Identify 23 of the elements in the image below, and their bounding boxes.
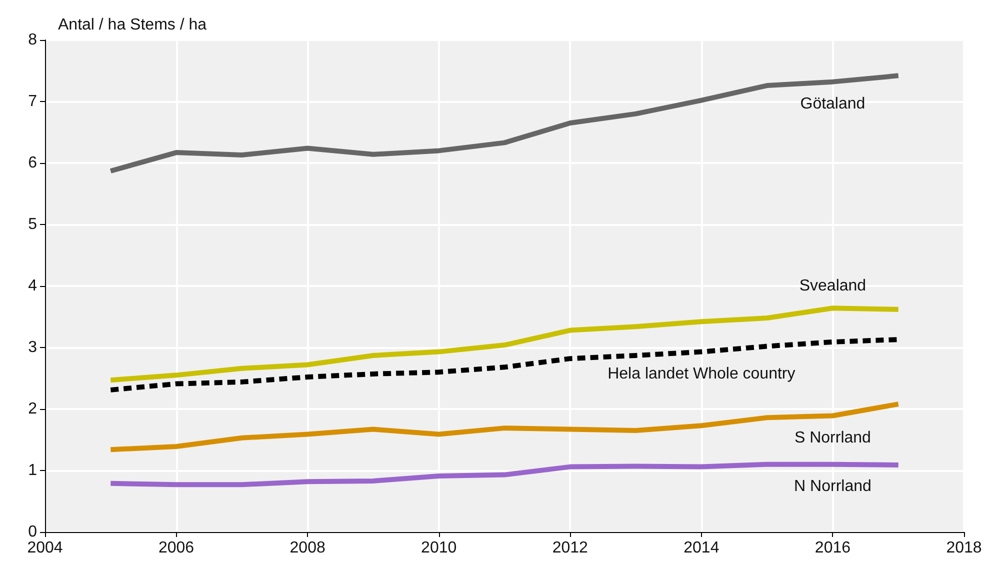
y-tick-label: 1 [28,462,38,479]
y-tick-label: 3 [28,339,38,356]
y-tick-label: 4 [28,278,38,294]
y-tick-label: 2 [28,400,38,418]
y-tick-label: 5 [28,216,38,233]
x-tick-label: 2010 [421,540,457,556]
x-tick-label: 2006 [158,540,194,556]
x-tick-label: 2004 [27,540,63,556]
series-label: S Norrland [794,429,871,446]
x-tick-label: 2008 [290,540,326,556]
x-tick-label: 2016 [814,540,851,556]
y-tick-label: 7 [28,93,38,110]
y-tick-label: 8 [28,32,38,48]
series-label: Götaland [800,95,866,112]
series-label: Svealand [799,278,866,295]
x-tick-label: 2012 [552,540,588,556]
x-tick-label: 2018 [946,540,982,556]
x-tick-label: 2014 [684,540,720,556]
y-axis-title: Antal / ha Stems / ha [58,16,207,34]
series-label: Hela landet Whole country [608,365,796,382]
series-label: N Norrland [794,478,872,495]
y-tick-label: 6 [28,154,38,172]
y-tick-label: 0 [28,524,38,540]
